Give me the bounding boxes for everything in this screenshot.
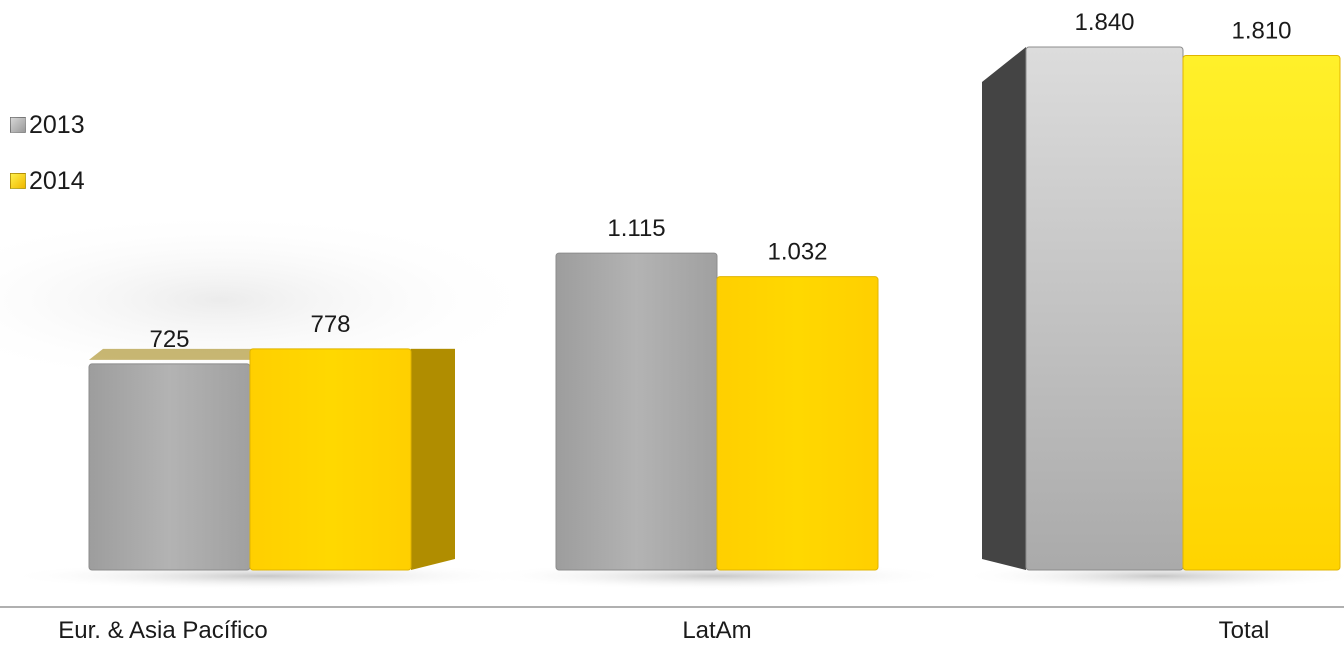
data-label-2013-1: 725 [149, 326, 189, 353]
legend-swatch-2014 [10, 173, 26, 189]
legend-label-2013: 2013 [29, 110, 85, 139]
legend-label-2014: 2014 [29, 166, 85, 195]
bar-side-face [411, 348, 455, 570]
bar-2013-3 [1025, 46, 1184, 571]
data-label-2014-1: 778 [310, 311, 350, 338]
legend-swatch-2013 [10, 117, 26, 133]
backdrop-haze [0, 210, 550, 390]
bar-2014-3 [1182, 55, 1341, 571]
legend: 2013 2014 [10, 110, 85, 222]
bar-2013-1 [88, 363, 251, 571]
bar-2014-2 [716, 276, 879, 571]
x-tick-label-3: Total [1219, 617, 1270, 644]
bar-side-face [982, 47, 1026, 570]
data-label-2013-2: 1.115 [607, 215, 665, 242]
data-label-2014-3: 1.810 [1231, 18, 1291, 45]
x-tick-label-2: LatAm [682, 617, 751, 644]
plot-area [0, 46, 1344, 590]
legend-item-2013: 2013 [10, 110, 85, 140]
data-label-2013-3: 1.840 [1074, 9, 1134, 36]
data-label-2014-2: 1.032 [767, 239, 827, 266]
bar-2014-1 [249, 348, 412, 571]
bar-2013-2 [555, 252, 718, 571]
x-axis: Eur. & Asia Pacífico LatAm Total [0, 606, 1344, 644]
x-tick-label-1: Eur. & Asia Pacífico [58, 617, 267, 644]
legend-item-2014: 2014 [10, 166, 85, 196]
data-labels: 725 778 1.115 1.032 1.840 1.810 [149, 9, 1291, 353]
